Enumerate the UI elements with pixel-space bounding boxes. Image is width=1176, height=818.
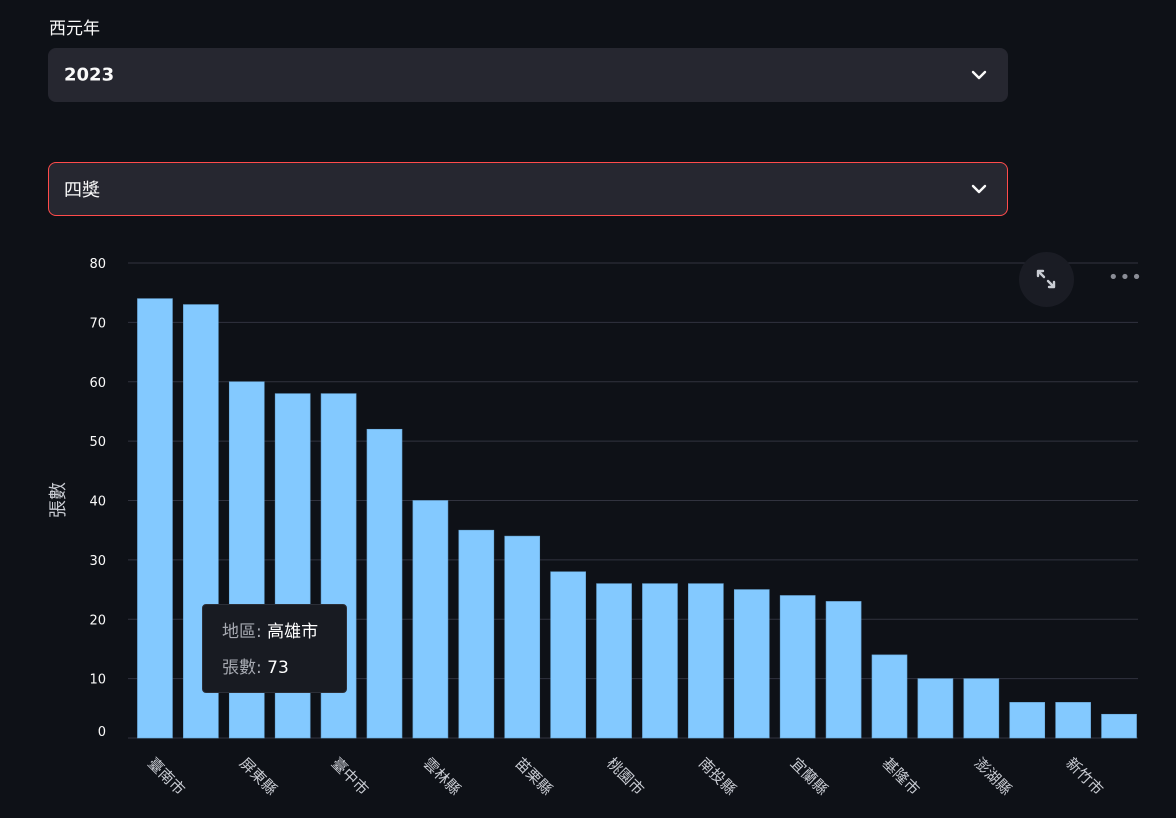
bar bbox=[504, 535, 541, 739]
bar-chart-svg: 0 10 20 30 40 50 60 70 80 臺南市 屏東縣 臺中市 雲林縣 苗栗縣 桃園市 南投縣 宜蘭… bbox=[48, 257, 1138, 799]
bar bbox=[917, 678, 954, 739]
bar bbox=[412, 500, 449, 739]
expand-icon bbox=[1036, 269, 1056, 289]
x-tick-label: 臺南市 bbox=[144, 754, 189, 799]
y-tick-label: 0 bbox=[98, 725, 106, 740]
bar bbox=[1009, 702, 1046, 739]
bar bbox=[458, 529, 495, 739]
chart-tooltip: 地區: 高雄市 張數: 73 bbox=[202, 604, 347, 693]
y-tick-label: 30 bbox=[89, 554, 106, 569]
tooltip-count-key: 張數: bbox=[222, 658, 262, 678]
x-tick-label: 桃園市 bbox=[603, 754, 648, 799]
x-tick-label: 新竹市 bbox=[1062, 754, 1107, 799]
tooltip-count-row: 張數: 73 bbox=[222, 655, 346, 691]
x-tick-label: 苗栗縣 bbox=[511, 754, 556, 799]
bar bbox=[596, 583, 632, 739]
tooltip-region-value: 高雄市 bbox=[267, 622, 319, 642]
year-select[interactable]: 2023 bbox=[48, 48, 1008, 102]
x-tick-label: 宜蘭縣 bbox=[787, 754, 832, 799]
bar bbox=[366, 428, 403, 739]
y-tick-label: 80 bbox=[89, 257, 106, 272]
year-select-label: 西元年 bbox=[49, 19, 100, 39]
y-tick-label: 50 bbox=[89, 435, 106, 450]
bar bbox=[688, 583, 724, 739]
bar bbox=[1101, 713, 1137, 739]
tooltip-count-value: 73 bbox=[267, 658, 289, 678]
tooltip-region-row: 地區: 高雄市 bbox=[222, 619, 346, 655]
more-options-button[interactable]: ••• bbox=[1108, 268, 1142, 288]
x-tick-label: 臺中市 bbox=[328, 754, 373, 799]
prize-select[interactable]: 四獎 bbox=[48, 162, 1008, 216]
prize-select-value: 四獎 bbox=[64, 180, 100, 201]
x-tick-label: 屏東縣 bbox=[236, 754, 281, 799]
bar bbox=[733, 589, 770, 739]
x-tick-label: 雲林縣 bbox=[420, 754, 465, 799]
x-tick-label: 基隆市 bbox=[879, 754, 924, 799]
bar bbox=[963, 678, 1000, 739]
y-tick-label: 10 bbox=[89, 673, 106, 688]
bar bbox=[871, 654, 908, 739]
bar bbox=[550, 571, 586, 739]
y-tick-label: 40 bbox=[89, 495, 106, 510]
y-tick-label: 70 bbox=[89, 316, 106, 331]
bar bbox=[825, 601, 862, 739]
bar bbox=[779, 595, 816, 739]
year-select-value: 2023 bbox=[64, 64, 115, 86]
bar bbox=[642, 583, 678, 739]
more-horizontal-icon: ••• bbox=[1108, 267, 1143, 288]
tooltip-region-key: 地區: bbox=[222, 622, 262, 642]
y-tick-label: 20 bbox=[89, 613, 106, 628]
x-tick-label: 南投縣 bbox=[695, 754, 740, 799]
y-axis-title: 張數 bbox=[48, 482, 69, 518]
y-tick-label: 60 bbox=[89, 376, 106, 391]
bar-chart[interactable]: 0 10 20 30 40 50 60 70 80 臺南市 屏東縣 臺中市 雲林縣 苗栗縣 桃園市 南投縣 宜蘭… bbox=[0, 240, 1176, 818]
fullscreen-button[interactable] bbox=[1019, 252, 1074, 307]
bar bbox=[1055, 702, 1091, 739]
x-tick-label: 澎湖縣 bbox=[970, 754, 1015, 799]
chevron-down-icon bbox=[971, 70, 987, 80]
chevron-down-icon bbox=[971, 184, 987, 194]
bar bbox=[137, 298, 173, 739]
